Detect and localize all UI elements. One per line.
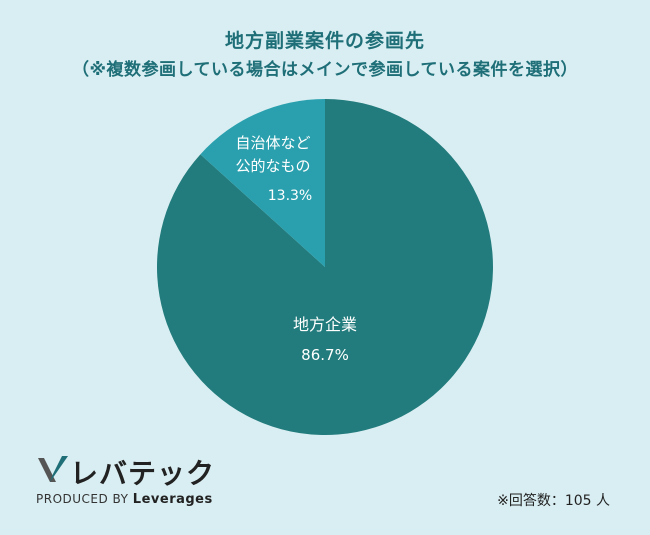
- company-name: Leverages: [132, 492, 213, 507]
- slice-value-local-companies: 86.7%: [301, 346, 349, 364]
- brand-name: レバテック: [70, 457, 216, 490]
- slice-label-public-line1: 自治体など: [235, 134, 310, 152]
- slice-label-public-line2: 公的なもの: [235, 157, 310, 175]
- produced-by-label: PRODUCED BY: [36, 492, 129, 506]
- checkmark-logo-icon: [38, 456, 68, 482]
- pie-slice-public-entities: [200, 99, 325, 267]
- chart-title: 地方副業案件の参画先: [224, 30, 425, 52]
- slice-label-local-companies: 地方企業: [293, 315, 357, 334]
- slice-value-public: 13.3%: [268, 188, 312, 204]
- produced-by: PRODUCED BY Leverages: [36, 492, 213, 507]
- respondent-count: ※回答数：105 人: [497, 493, 610, 509]
- chart-subtitle: （※複数参画している場合はメインで参画している案件を選択）: [71, 60, 578, 80]
